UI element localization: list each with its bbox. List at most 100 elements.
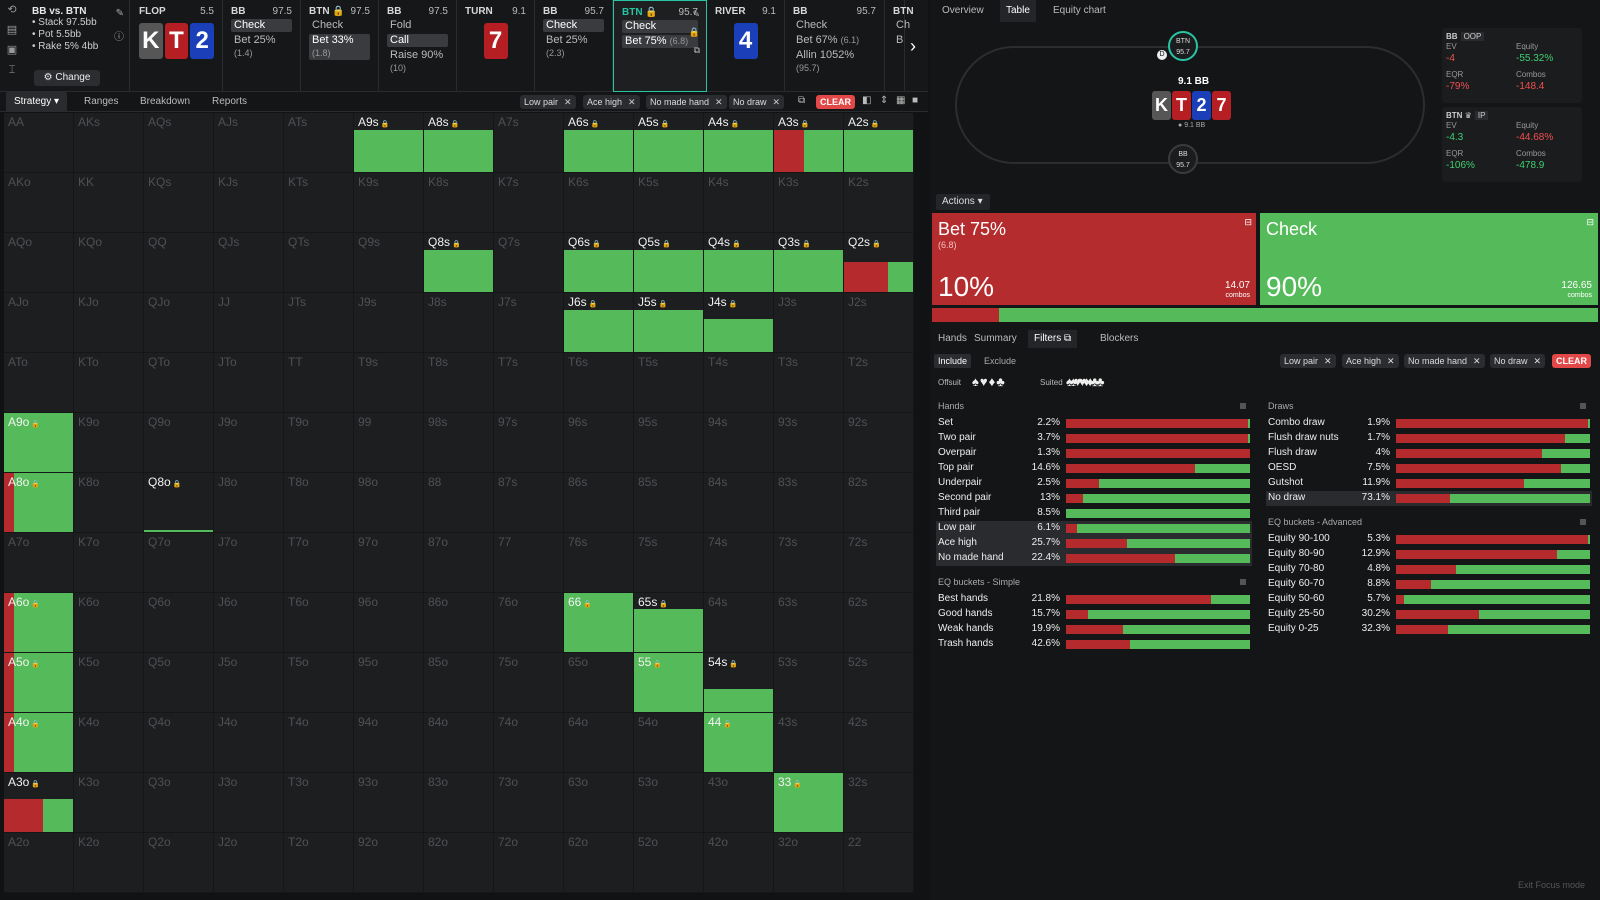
hand-cell[interactable]: Q9o <box>144 413 214 473</box>
hand-cell[interactable]: T6o <box>284 593 354 653</box>
hand-cell[interactable]: 32s <box>844 773 914 833</box>
hand-cell[interactable]: TT <box>284 353 354 413</box>
hand-cell[interactable]: 83o <box>424 773 494 833</box>
hand-cell[interactable]: JTs <box>284 293 354 353</box>
include-toggle[interactable]: Include <box>934 354 972 368</box>
hand-cell[interactable]: Q7s <box>494 233 564 293</box>
filter-chip[interactable]: Ace high ✕ <box>1342 354 1399 368</box>
offsuit-suit-icons[interactable]: ♠♥♦♣ <box>972 374 1006 389</box>
tab-summary[interactable]: Summary <box>974 333 1017 344</box>
exclude-toggle[interactable]: Exclude <box>984 356 1017 366</box>
stat-row[interactable]: Underpair 2.5% <box>936 476 1252 491</box>
hand-cell[interactable]: T7o <box>284 533 354 593</box>
hand-cell[interactable]: A7o <box>4 533 74 593</box>
text-cursor-icon[interactable]: ⌶ <box>8 64 16 76</box>
hand-cell[interactable]: J8o <box>214 473 284 533</box>
stat-row[interactable]: Gutshot 11.9% <box>1266 476 1592 491</box>
hand-cell[interactable]: J3s <box>774 293 844 353</box>
hand-cell[interactable]: Q2o <box>144 833 214 893</box>
hand-cell[interactable]: 63s <box>774 593 844 653</box>
hand-cell[interactable]: 32o <box>774 833 844 893</box>
hand-cell[interactable]: T5o <box>284 653 354 713</box>
hand-cell[interactable]: 74s <box>704 533 774 593</box>
hand-cell[interactable]: 84o <box>424 713 494 773</box>
tab-equity-chart[interactable]: Equity chart <box>1053 5 1106 16</box>
hand-cell[interactable]: A5s 🔒 <box>634 113 704 173</box>
expand-icon[interactable]: ⊟ <box>1244 217 1252 227</box>
tab-hands[interactable]: Hands <box>938 333 967 344</box>
hand-cell[interactable]: QJo <box>144 293 214 353</box>
btn-seat[interactable]: BTN 95.7 <box>1168 31 1198 61</box>
stat-row[interactable]: Weak hands 19.9% <box>936 622 1252 637</box>
hand-cell[interactable]: 83s <box>774 473 844 533</box>
action-box[interactable]: Check 90% 126.65 combos ⊟ <box>1260 213 1598 305</box>
hand-cell[interactable]: A6s 🔒 <box>564 113 634 173</box>
hand-cell[interactable]: Q5s 🔒 <box>634 233 704 293</box>
hand-cell[interactable]: ATo <box>4 353 74 413</box>
hand-cell[interactable]: T3o <box>284 773 354 833</box>
hand-cell[interactable]: 76o <box>494 593 564 653</box>
hand-cell[interactable]: 97o <box>354 533 424 593</box>
hand-cell[interactable]: Q3o <box>144 773 214 833</box>
hand-cell[interactable]: J7o <box>214 533 284 593</box>
hand-cell[interactable]: 73o <box>494 773 564 833</box>
hand-cell[interactable]: AKs <box>74 113 144 173</box>
hand-cell[interactable]: A2o <box>4 833 74 893</box>
hand-cell[interactable]: K2s <box>844 173 914 233</box>
tree-node-3[interactable]: BB 97.5 Fold Call Raise 90% (10) <box>379 0 457 92</box>
hand-cell[interactable]: 94s <box>704 413 774 473</box>
clear-filters-right-button[interactable]: CLEAR <box>1552 354 1591 368</box>
hand-cell[interactable]: 65o <box>564 653 634 713</box>
hand-cell[interactable]: AQs <box>144 113 214 173</box>
filter-chip[interactable]: Low pair ✕ <box>1280 354 1336 368</box>
hand-cell[interactable]: 42o <box>704 833 774 893</box>
hand-cell[interactable]: QTo <box>144 353 214 413</box>
stat-row[interactable]: Combo draw 1.9% <box>1266 416 1592 431</box>
hand-cell[interactable]: Q8s 🔒 <box>424 233 494 293</box>
tab-breakdown[interactable]: Breakdown <box>140 96 191 107</box>
hand-cell[interactable]: K5s <box>634 173 704 233</box>
lock-icon[interactable]: 🔒 <box>688 27 700 37</box>
tree-node-5[interactable]: BB 95.7 Check Bet 25% (2.3) <box>535 0 613 92</box>
edit-icon[interactable]: ✎ <box>115 8 124 19</box>
hand-cell[interactable]: Q4s 🔒 <box>704 233 774 293</box>
tab-filters[interactable]: Filters ⧉ <box>1028 330 1078 348</box>
hand-cell[interactable]: 92o <box>354 833 424 893</box>
stat-row[interactable]: No made hand 22.4% <box>936 551 1252 566</box>
node-action[interactable]: Check <box>793 19 876 32</box>
hand-cell[interactable]: 52s <box>844 653 914 713</box>
gamepad-icon[interactable]: ▣ <box>6 44 18 56</box>
hand-cell[interactable]: 96o <box>354 593 424 653</box>
hand-cell[interactable]: 54s 🔒 <box>704 653 774 713</box>
node-action[interactable]: Check <box>309 19 370 32</box>
hand-cell[interactable]: 74o <box>494 713 564 773</box>
view-grid-icon[interactable]: ▦ <box>896 95 906 106</box>
tree-node-7[interactable]: RIVER 9.1 4 <box>707 0 785 92</box>
node-action[interactable]: Bet 25% (1.4) <box>231 34 292 60</box>
view-split-icon[interactable]: ◧ <box>862 95 872 106</box>
hand-cell[interactable]: 43o <box>704 773 774 833</box>
hand-cell[interactable]: K9o <box>74 413 144 473</box>
section-toggle-icon[interactable] <box>1580 519 1586 525</box>
hand-cell[interactable]: A3s 🔒 <box>774 113 844 173</box>
hand-cell[interactable]: Q4o <box>144 713 214 773</box>
hand-cell[interactable]: K8o <box>74 473 144 533</box>
hand-cell[interactable]: 99 <box>354 413 424 473</box>
stat-row[interactable]: Equity 60-70 8.8% <box>1266 577 1592 592</box>
node-action[interactable]: Check <box>231 19 292 32</box>
node-action[interactable]: Bet 25% (2.3) <box>543 34 604 60</box>
hand-cell[interactable]: JTo <box>214 353 284 413</box>
hand-cell[interactable]: A6o 🔒 <box>4 593 74 653</box>
hand-cell[interactable]: 88 <box>424 473 494 533</box>
hand-cell[interactable]: J2o <box>214 833 284 893</box>
filter-chip[interactable]: Ace high ✕ <box>583 95 640 109</box>
hand-cell[interactable]: 93s <box>774 413 844 473</box>
hand-cell[interactable]: QTs <box>284 233 354 293</box>
hand-cell[interactable]: 76s <box>564 533 634 593</box>
stat-row[interactable]: Second pair 13% <box>936 491 1252 506</box>
node-action[interactable]: B <box>893 34 903 47</box>
hand-cell[interactable]: 95s <box>634 413 704 473</box>
copy-icon[interactable]: ⧉ <box>798 95 806 106</box>
close-icon[interactable]: ✕ <box>772 97 781 107</box>
hand-cell[interactable]: A2s 🔒 <box>844 113 914 173</box>
